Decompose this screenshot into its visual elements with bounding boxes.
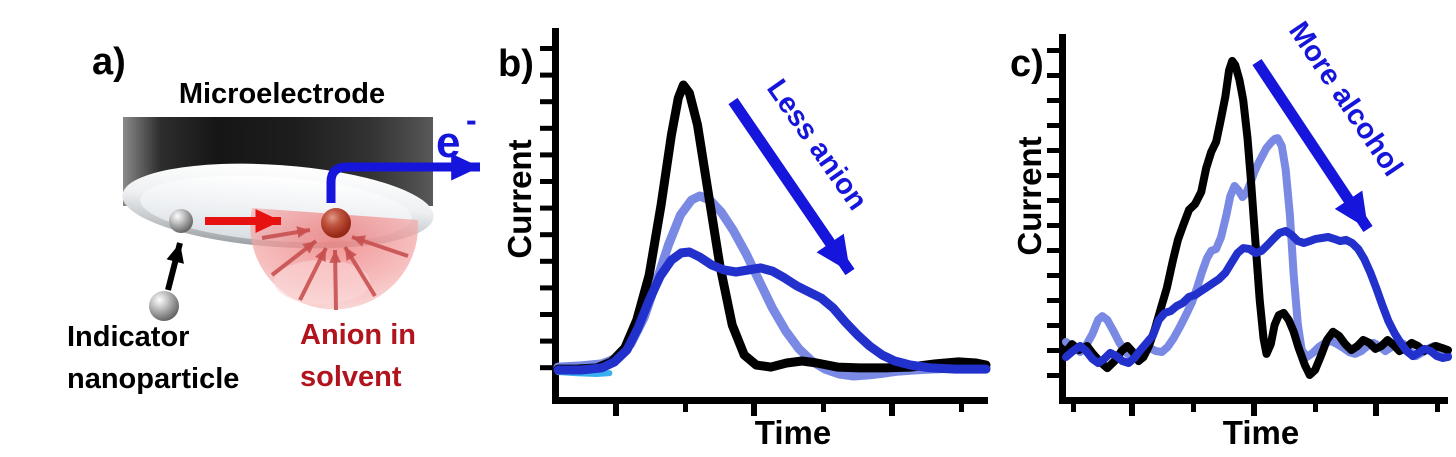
axis-tick (540, 285, 553, 291)
axis-tick (1047, 348, 1060, 353)
panel-c-x-axis (1059, 397, 1448, 404)
dome-flux-arrow (351, 235, 409, 258)
panel-c-y-axis (1059, 34, 1066, 404)
panel-c-x-ticks (1071, 404, 1440, 416)
axis-tick (1047, 223, 1060, 228)
axis-tick (1047, 248, 1060, 253)
electron-charge-superscript: - (466, 102, 477, 138)
axis-tick (1071, 404, 1076, 412)
panel-b-x-axis (552, 397, 988, 404)
panel-b-annotation: Less anion (760, 74, 873, 216)
panel-b-label: b) (498, 43, 534, 85)
axis-tick (540, 46, 553, 51)
axis-tick (540, 125, 553, 131)
axis-tick (751, 404, 757, 416)
dome-flux-arrow (298, 247, 328, 301)
panel-a-label: a) (92, 41, 126, 83)
axis-tick (540, 338, 553, 344)
panel-b-ylabel: Current (501, 139, 538, 258)
axis-tick (1047, 323, 1060, 328)
panel-c-label: c) (1010, 43, 1044, 85)
axis-tick (1313, 404, 1318, 412)
axis-tick (1047, 198, 1060, 203)
anion-caption-line2: solvent (300, 361, 402, 393)
axis-tick (613, 404, 619, 416)
axis-tick (1373, 404, 1379, 416)
electron-transfer-arrow (326, 153, 480, 203)
panel-c-annotation: More alcohol (1282, 16, 1409, 182)
panel-b-chart: b) Current Time Less anion (498, 28, 991, 451)
panel-b-xlabel: Time (755, 414, 831, 451)
axis-tick (1047, 98, 1060, 103)
axis-tick (1047, 273, 1060, 278)
axis-tick (1047, 148, 1060, 153)
indicator-caption-line2: nanoparticle (67, 363, 239, 395)
current-trace-least-anion (553, 247, 991, 375)
electron-symbol: e (436, 118, 460, 167)
dome-flux-arrow (329, 249, 342, 311)
axis-tick (1435, 404, 1440, 412)
axis-tick (683, 404, 688, 412)
microelectrode-title: Microelectrode (179, 78, 385, 110)
current-trace-most-alcohol (1062, 227, 1452, 367)
axis-tick (821, 404, 826, 412)
dome-flux-arrow (270, 239, 318, 277)
axis-tick (540, 365, 553, 371)
anion-caption-line1: Anion in (300, 319, 416, 351)
dome-flux-arrow (261, 226, 311, 240)
axis-tick (1047, 48, 1060, 53)
dome-highlight (274, 260, 370, 304)
panel-c-xlabel: Time (1223, 414, 1299, 451)
axis-tick (540, 99, 553, 105)
axis-tick (540, 179, 553, 184)
axis-tick (540, 205, 553, 211)
panel-b-y-axis (552, 28, 559, 404)
more-alcohol-trend-arrow (1252, 58, 1373, 233)
current-trace-highest-anion (553, 80, 991, 374)
axis-tick (889, 404, 895, 416)
current-trace-least-alcohol (1062, 56, 1452, 379)
less-anion-trend-arrow (728, 97, 855, 276)
axis-tick (1047, 173, 1060, 178)
axis-tick (1047, 373, 1060, 378)
axis-tick (1129, 404, 1135, 416)
axis-tick (540, 232, 553, 238)
axis-tick (540, 312, 553, 317)
axis-tick (1251, 404, 1257, 416)
axis-tick (1191, 404, 1196, 412)
axis-tick (1047, 123, 1060, 128)
dome-flux-arrows (261, 226, 409, 311)
axis-tick (1047, 298, 1060, 303)
panel-b-x-ticks (613, 404, 964, 416)
axis-tick (540, 152, 553, 158)
panel-c-ylabel: Current (1011, 136, 1048, 255)
panel-b-y-ticks (540, 46, 553, 371)
indicator-particle-free (149, 291, 179, 321)
axis-tick (959, 404, 964, 412)
panel-c-chart: c) Current Time More alcohol (1010, 16, 1452, 451)
dome-flux-arrow (343, 245, 377, 298)
anion-sphere (321, 208, 351, 238)
axis-tick (1047, 73, 1060, 78)
indicator-caption-line1: Indicator (67, 321, 189, 353)
panel-c-y-ticks (1047, 48, 1060, 378)
axis-tick (540, 258, 553, 264)
indicator-particle-attached (169, 209, 193, 233)
particle-pointer-arrow (165, 242, 184, 291)
axis-tick (540, 72, 553, 78)
panel-a-diagram: a) Microelectrode e - Indicator nanopart… (67, 41, 480, 395)
